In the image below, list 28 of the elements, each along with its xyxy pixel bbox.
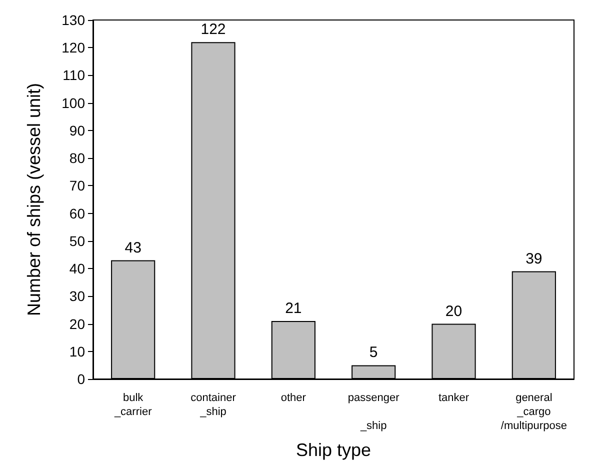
- y-tick-label: 130: [62, 12, 86, 28]
- data-label: 39: [526, 250, 542, 268]
- y-tick-label: 90: [69, 122, 86, 138]
- x-tick-label: other: [280, 392, 306, 404]
- y-tick-label: 70: [69, 178, 86, 194]
- y-tick-label: 40: [69, 260, 86, 277]
- y-tick-label: 110: [62, 67, 86, 84]
- y-tick-label: 30: [69, 288, 86, 304]
- y-tick-label: 20: [69, 316, 86, 332]
- x-axis-title: Ship type: [296, 440, 372, 460]
- y-tick-label: 80: [69, 150, 86, 166]
- y-tick-label: 100: [62, 94, 86, 111]
- data-label: 21: [285, 300, 302, 318]
- x-tick-label: tanker: [438, 392, 470, 404]
- y-tick-label: 60: [69, 205, 86, 222]
- y-tick-label: 0: [77, 371, 86, 387]
- x-tick-label: bulk _carrier: [113, 392, 152, 418]
- data-label: 5: [369, 344, 378, 362]
- y-axis-title: Number of ships (vessel unit): [24, 82, 44, 316]
- x-tick-label: container _ship: [190, 392, 236, 418]
- y-tick-label: 50: [69, 232, 86, 249]
- data-label: 122: [200, 21, 226, 38]
- category-label: passenger _ship: [348, 392, 400, 432]
- x-tick-label: general _cargo /multipurpose: [500, 392, 567, 432]
- y-tick-label: 10: [69, 343, 86, 360]
- y-tick-label: 120: [62, 40, 86, 56]
- data-label: 43: [124, 239, 142, 256]
- data-label: 20: [445, 302, 462, 320]
